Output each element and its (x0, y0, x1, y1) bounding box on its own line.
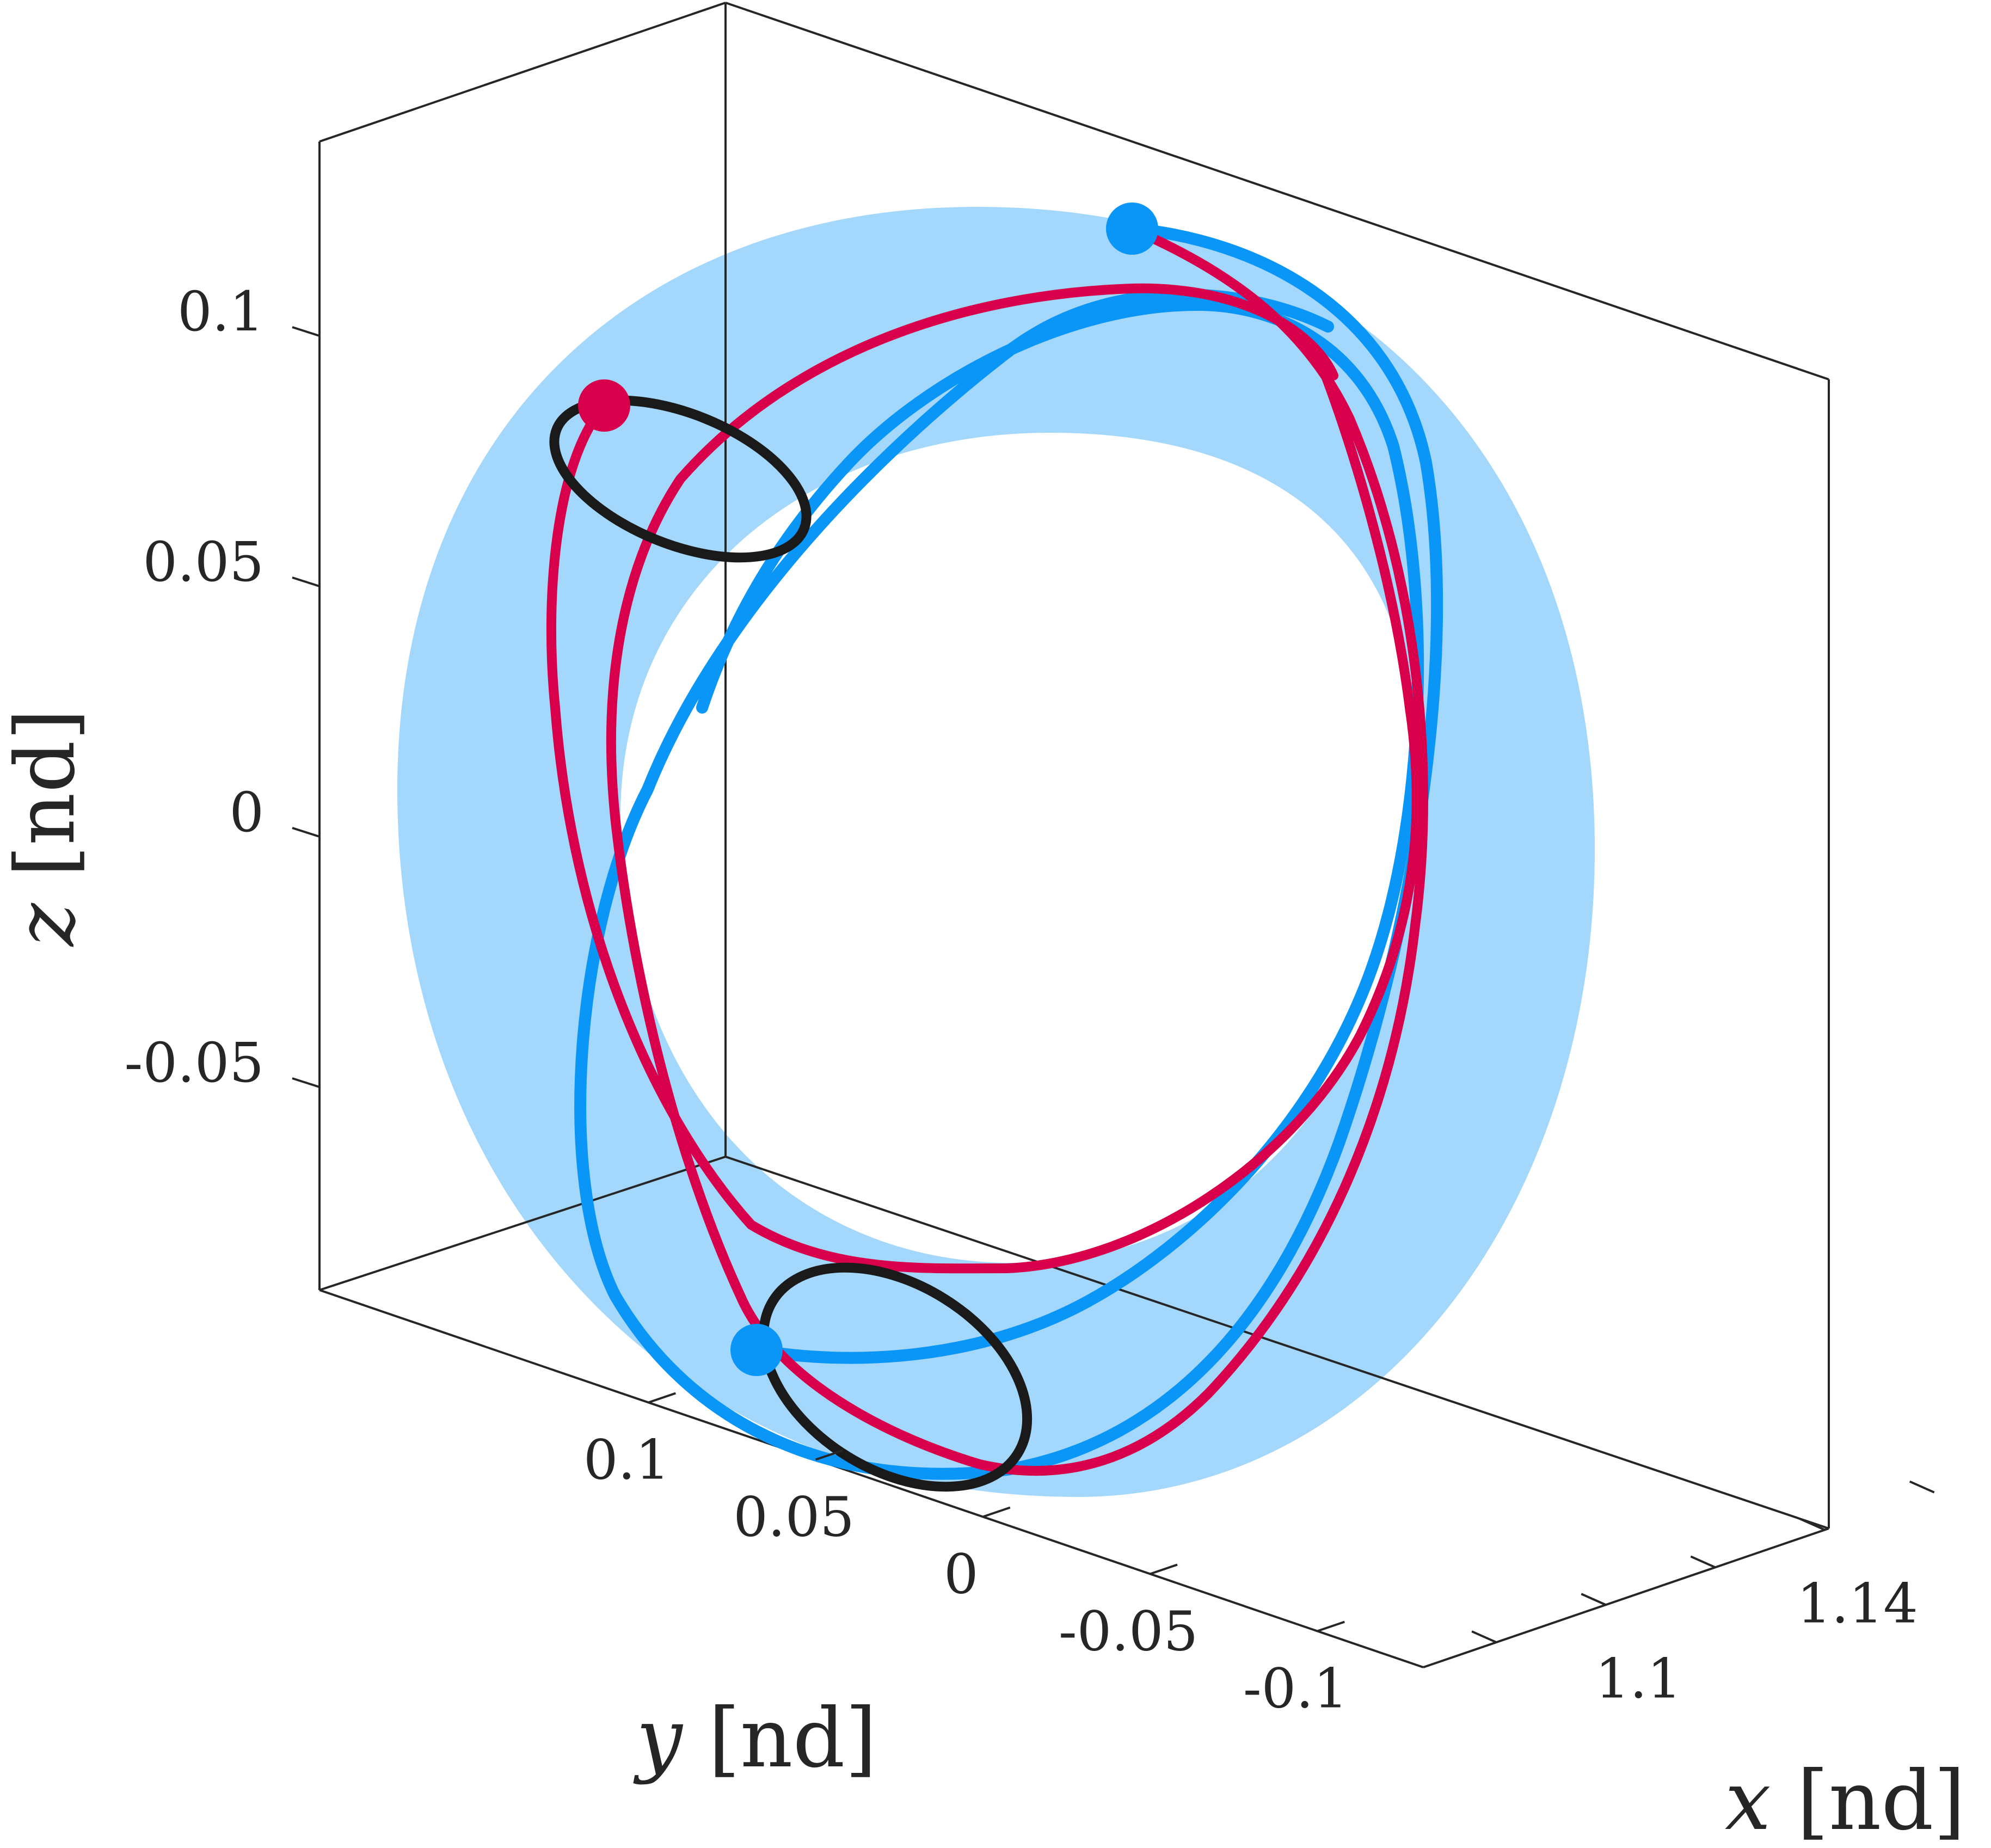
x-tick-label: 1.14 (1797, 1572, 1918, 1636)
x-tick-mark-minor (1909, 1480, 1935, 1494)
y-tick-mark (648, 1392, 676, 1404)
z-tick-mark (292, 576, 320, 587)
z-tick-label: 0 (229, 781, 264, 844)
y-tick-label: 0 (944, 1542, 979, 1606)
x-tick-mark (1581, 1593, 1607, 1606)
y-tick-mark (815, 1449, 844, 1461)
x-axis-ticks: 1.1 1.14 (1471, 1480, 1935, 1710)
y-tick-label: 0.1 (583, 1428, 670, 1492)
y-tick-mark (982, 1506, 1011, 1518)
orbit-marker (578, 379, 630, 432)
box-edge-front-y-axis (319, 1289, 1424, 1668)
box-edge-front-x-axis (1423, 1527, 1829, 1668)
y-tick-mark (1317, 1620, 1345, 1632)
z-tick-mark (292, 326, 320, 337)
box-edge-back-top-right (725, 2, 1829, 380)
y-tick-label: 0.05 (733, 1485, 855, 1549)
blue-orbit-inner (696, 299, 1424, 1364)
x-tick-mark-minor (1690, 1555, 1716, 1569)
axes-box (318, 2, 1830, 1668)
x-tick-label: 1.1 (1595, 1647, 1682, 1710)
y-axis-ticks: 0.1 0.05 0 -0.05 -0.1 (583, 1392, 1348, 1720)
orbit-marker (1106, 202, 1158, 255)
z-tick-label: 0.1 (177, 280, 264, 343)
y-tick-label: -0.1 (1243, 1656, 1348, 1720)
x-tick-mark (1799, 1518, 1826, 1531)
z-tick-label: 0.05 (143, 530, 264, 594)
y-axis-title: y [nd] (633, 1691, 877, 1786)
red-transfer-arc-left (546, 349, 1422, 1274)
black-orbit-lower (758, 1262, 1033, 1492)
black-orbit-upper (549, 395, 812, 563)
box-edge-floor-right (725, 1156, 1829, 1530)
box-edge-back-top-left (319, 2, 726, 143)
orbit-curves (546, 223, 1443, 1492)
red-transfer-arc-right (606, 226, 1428, 1476)
x-tick-mark-minor (1471, 1630, 1497, 1643)
z-tick-label: -0.05 (125, 1031, 264, 1095)
z-tick-mark (292, 1077, 320, 1088)
orbit-markers (578, 202, 1158, 1376)
z-tick-mark (292, 827, 320, 838)
orbit-marker (730, 1324, 783, 1376)
z-axis-ticks: 0.1 0.05 0 -0.05 (125, 280, 320, 1095)
y-tick-mark (1150, 1563, 1178, 1575)
z-axis-title: z [nd] (0, 709, 93, 947)
blue-orbit-outer (574, 223, 1443, 1480)
x-axis-title: x [nd] (1725, 1754, 1965, 1848)
box-edge-floor-left (319, 1156, 726, 1291)
y-tick-label: -0.05 (1059, 1599, 1198, 1663)
